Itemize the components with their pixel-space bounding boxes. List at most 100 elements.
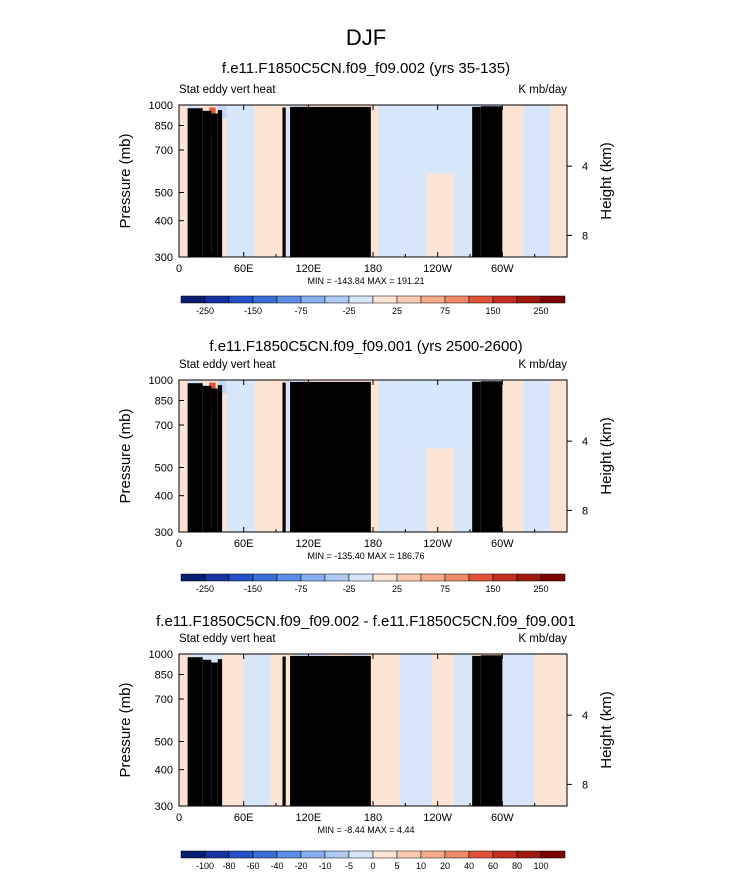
colorbar-box	[492, 850, 518, 859]
colorbar-box	[252, 295, 278, 304]
y-tick-label: 850	[155, 396, 173, 408]
topography	[290, 381, 371, 532]
min-max-stats: MIN = -143.84 MAX = 191.21	[307, 276, 424, 286]
y-tick-label: 500	[155, 737, 173, 749]
colorbar-box	[372, 295, 398, 304]
y-tick-label: 850	[155, 121, 173, 133]
colorbar-box	[252, 850, 278, 859]
colorbar-box	[540, 295, 566, 304]
y-tick-label: 300	[155, 252, 173, 264]
topography	[472, 106, 481, 257]
colorbar-label: 100	[533, 861, 548, 871]
colorbar-box	[444, 295, 470, 304]
field-band	[521, 105, 551, 257]
colorbar-label: 75	[440, 584, 450, 594]
colorbar-box	[276, 295, 302, 304]
panel-title: f.e11.F1850C5CN.f09_f09.001 (yrs 2500-26…	[209, 338, 522, 355]
colorbar-label: -10	[318, 861, 331, 871]
y-tick-label: 700	[155, 420, 173, 432]
colorbar-box	[180, 850, 206, 859]
y-tick-label: 1000	[149, 649, 173, 661]
x-tick-label: 120W	[423, 812, 452, 824]
colorbar-label: -75	[294, 584, 307, 594]
colorbar-box	[228, 295, 254, 304]
y2-tick-label: 4	[582, 710, 588, 722]
colorbar-box	[516, 573, 542, 582]
colorbar-label: 150	[485, 584, 500, 594]
panel-title: f.e11.F1850C5CN.f09_f09.002 - f.e11.F185…	[156, 613, 576, 630]
colorbar-box	[300, 573, 326, 582]
x-tick-label: 120E	[295, 812, 321, 824]
colorbar-label: 150	[485, 306, 500, 316]
colorbar-label: -60	[246, 861, 259, 871]
colorbar-label: -5	[345, 861, 353, 871]
panel-title: f.e11.F1850C5CN.f09_f09.002 (yrs 35-135)	[222, 60, 510, 77]
field-band	[243, 654, 271, 806]
x-tick-label: 120E	[295, 263, 321, 275]
panel-left-label: Stat eddy vert heat	[179, 633, 276, 645]
x-tick-label: 60W	[491, 812, 514, 824]
colorbar-label: -40	[270, 861, 283, 871]
topography	[202, 659, 212, 806]
topography	[187, 108, 203, 257]
y-axis-title: Pressure (mb)	[117, 408, 134, 503]
y-axis-title: Pressure (mb)	[117, 133, 134, 228]
colorbar-label: -25	[342, 306, 355, 316]
y2-axis-title: Height (km)	[598, 691, 615, 769]
colorbar-box	[396, 295, 422, 304]
colorbar-label: 25	[392, 306, 402, 316]
topography	[217, 110, 223, 258]
topography	[480, 381, 503, 532]
y2-tick-label: 4	[582, 161, 588, 173]
colorbar-box	[516, 850, 542, 859]
field-feature	[502, 380, 524, 532]
colorbar-label: -250	[196, 584, 214, 594]
x-tick-label: 0	[176, 538, 182, 550]
field-band	[502, 654, 535, 806]
colorbar-box	[300, 295, 326, 304]
topography	[211, 388, 218, 532]
panel-right-label: K mb/day	[518, 633, 567, 645]
colorbar-label: -150	[244, 306, 262, 316]
x-tick-label: 180	[364, 263, 382, 275]
topography	[282, 107, 286, 257]
topography	[472, 655, 481, 806]
colorbar-label: 80	[512, 861, 522, 871]
topography	[217, 385, 223, 532]
x-tick-label: 0	[176, 812, 182, 824]
colorbar-box	[396, 573, 422, 582]
colorbar-box	[228, 850, 254, 859]
colorbar-box	[204, 573, 230, 582]
y-tick-label: 300	[155, 801, 173, 813]
colorbar-box	[324, 850, 350, 859]
colorbar-box	[276, 573, 302, 582]
colorbar-box	[180, 295, 206, 304]
field-band	[226, 105, 246, 257]
topography	[217, 659, 223, 806]
y2-tick-label: 4	[582, 436, 588, 448]
colorbar-box	[492, 295, 518, 304]
x-tick-label: 120E	[295, 538, 321, 550]
colorbar-box	[348, 573, 374, 582]
colorbar-label: 250	[533, 306, 548, 316]
colorbar-box	[420, 573, 446, 582]
panel-left-label: Stat eddy vert heat	[179, 84, 276, 96]
colorbar-label: 25	[392, 584, 402, 594]
x-tick-label: 180	[364, 538, 382, 550]
colorbar-box	[444, 573, 470, 582]
topography	[480, 106, 503, 257]
colorbar-box	[204, 850, 230, 859]
colorbar-label: -20	[294, 861, 307, 871]
field-band	[226, 380, 246, 532]
colorbar-label: -250	[196, 306, 214, 316]
colorbar-box	[300, 850, 326, 859]
panel-left-label: Stat eddy vert heat	[179, 359, 276, 371]
panel-right-label: K mb/day	[518, 359, 567, 371]
colorbar-label: -80	[222, 861, 235, 871]
x-tick-label: 60E	[234, 812, 254, 824]
field-feature	[502, 105, 524, 257]
y2-tick-label: 8	[582, 505, 588, 517]
colorbar-box	[228, 573, 254, 582]
y-tick-label: 400	[155, 491, 173, 503]
y-tick-label: 300	[155, 527, 173, 539]
